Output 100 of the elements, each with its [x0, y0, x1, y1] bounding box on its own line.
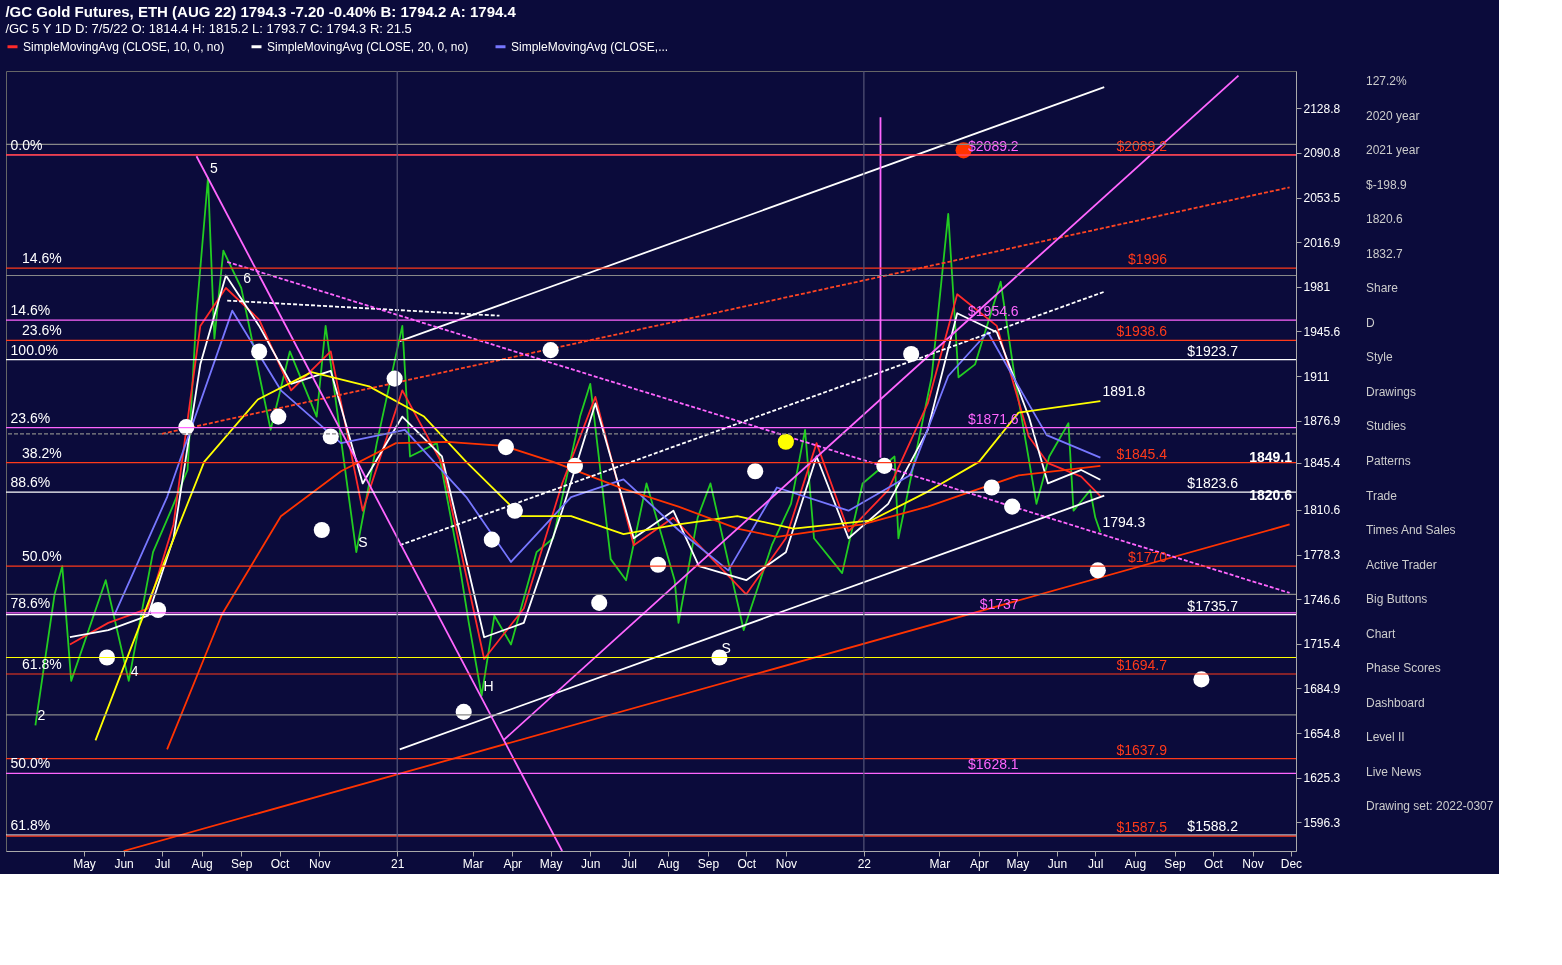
text: Drawings — [1366, 384, 1417, 399]
text: Dashboard — [1366, 695, 1425, 710]
annotation: 100.0% — [10, 341, 59, 358]
x-tick-label: Jul — [1088, 856, 1104, 871]
x-tick-label: Aug — [1124, 856, 1147, 871]
ref-line-label: $1923.7 — [1187, 342, 1239, 359]
x-tick-label: Jul — [154, 856, 171, 871]
legend-label: SimpleMovingAvg (CLOSE,... — [511, 39, 669, 54]
annotation: 4 — [130, 662, 139, 679]
annotation: 38.2% — [22, 444, 62, 461]
text: 127.2% — [1366, 74, 1408, 88]
y-tick-label: 1596.3 — [1303, 815, 1341, 830]
annotation: S — [358, 534, 368, 551]
annotation: 1794.3 — [1102, 514, 1146, 531]
x-tick-label: Apr — [503, 856, 523, 871]
text: Trade — [1366, 488, 1398, 503]
text: 2020 year — [1366, 108, 1420, 123]
chart-title: /GC Gold Futures, ETH (AUG 22) 1794.3 -7.20 -0.40% B: 1794.2 A: 1794.4 — [5, 3, 517, 20]
y-tick-label: 2053.5 — [1303, 191, 1341, 206]
y-tick-label: 1684.9 — [1303, 681, 1341, 696]
annotation: 1849.1 — [1249, 448, 1293, 465]
y-tick-label: 1715.4 — [1303, 637, 1341, 652]
x-tick-label: Aug — [658, 856, 680, 871]
ref-line-label: $1845.4 — [1116, 445, 1168, 462]
annotation: 23.6% — [10, 409, 51, 426]
text: 1832.7 — [1366, 246, 1404, 261]
text: $-198.9 — [1366, 177, 1408, 192]
text: D — [1366, 315, 1375, 330]
x-tick-label: Apr — [970, 856, 989, 871]
text: Times And Sales — [1366, 523, 1456, 538]
text: Drawing set: 2022-0307 — [1366, 799, 1494, 814]
ref-line-label: $1823.6 — [1187, 475, 1239, 492]
x-tick-label: Sep — [697, 856, 720, 871]
y-tick-label: 1746.6 — [1303, 592, 1341, 607]
text: Active Trader — [1366, 557, 1437, 572]
y-tick-label: 1945.6 — [1303, 324, 1341, 339]
annotation: 88.6% — [10, 474, 51, 491]
ref-line-label: $1735.7 — [1187, 597, 1239, 614]
x-tick-label: Jul — [621, 856, 637, 871]
legend-label: SimpleMovingAvg (CLOSE, 10, 0, no) — [23, 39, 225, 54]
x-tick-label: Sep — [1164, 856, 1187, 871]
y-tick-label: 2128.8 — [1303, 101, 1341, 116]
ref-line-label: $1996 — [1128, 251, 1168, 268]
annotation: H — [483, 677, 494, 694]
text: Style — [1366, 350, 1393, 365]
text: 2021 year — [1366, 143, 1420, 158]
y-tick-label: 1810.6 — [1303, 503, 1341, 518]
annotation: 23.6% — [22, 322, 62, 339]
x-tick-label: Nov — [775, 856, 798, 871]
x-tick-label: Nov — [1242, 856, 1264, 871]
y-tick-label: 2016.9 — [1303, 235, 1341, 250]
annotation: 61.8% — [10, 817, 51, 834]
x-tick-label: May — [73, 856, 96, 871]
text: Share — [1366, 281, 1399, 296]
text: Big Buttons — [1366, 592, 1428, 607]
annotation: 50.0% — [22, 548, 62, 565]
x-tick-label: Jun — [1047, 856, 1068, 871]
y-tick-label: 1625.3 — [1303, 771, 1341, 786]
ref-line-label: $1938.6 — [1116, 323, 1168, 340]
text: Phase Scores — [1366, 661, 1441, 676]
x-tick-label: 22 — [857, 856, 872, 871]
y-tick-label: 1778.3 — [1303, 548, 1341, 563]
x-tick-label: 21 — [391, 856, 405, 871]
x-tick-label: Oct — [1204, 856, 1224, 871]
annotation: 6 — [243, 270, 252, 287]
y-tick-label: 1654.8 — [1303, 726, 1341, 741]
legend-label: SimpleMovingAvg (CLOSE, 20, 0, no) — [267, 39, 469, 54]
ref-line-label: $1628.1 — [968, 756, 1019, 773]
chart-subtitle: /GC 5 Y 1D D: 7/5/22 O: 1814.4 H: 1815.2 L: 1793.7 C: 1794.3 R: 21.5 — [5, 21, 412, 36]
x-tick-label: Sep — [231, 856, 253, 871]
text: Chart — [1366, 626, 1397, 641]
x-tick-label: Mar — [462, 856, 484, 871]
x-tick-label: Mar — [929, 856, 951, 871]
text: Level II — [1366, 730, 1405, 745]
annotation: 78.6% — [10, 594, 51, 611]
y-tick-label: 2090.8 — [1303, 146, 1341, 161]
annotation: 14.6% — [22, 250, 62, 267]
x-tick-label: Jun — [581, 856, 601, 871]
y-tick-label: 1981 — [1303, 280, 1331, 295]
text: Live News — [1366, 764, 1422, 779]
annotation: 5 — [210, 159, 218, 176]
annotation: 14.6% — [10, 302, 51, 319]
ref-line-label: $1770 — [1128, 549, 1168, 566]
y-tick-label: 1876.9 — [1303, 414, 1341, 429]
ref-line-label: $1588.2 — [1187, 818, 1239, 835]
ref-line-label: $1587.5 — [1116, 819, 1168, 836]
text: Studies — [1366, 419, 1407, 434]
annotation: 1891.8 — [1102, 383, 1146, 400]
x-tick-label: Dec — [1280, 856, 1303, 871]
y-tick-label: 1845.4 — [1303, 456, 1341, 471]
x-tick-label: Jun — [114, 856, 134, 871]
annotation: 0.0% — [10, 136, 43, 153]
text: 1820.6 — [1366, 212, 1404, 227]
y-tick-label: 1911 — [1303, 369, 1330, 384]
x-tick-label: Nov — [309, 856, 331, 871]
annotation: 50.0% — [10, 755, 51, 772]
ref-line-label: $1637.9 — [1116, 741, 1168, 758]
annotation: 2 — [37, 707, 46, 724]
x-tick-label: Aug — [191, 856, 213, 871]
x-tick-label: May — [539, 856, 563, 871]
